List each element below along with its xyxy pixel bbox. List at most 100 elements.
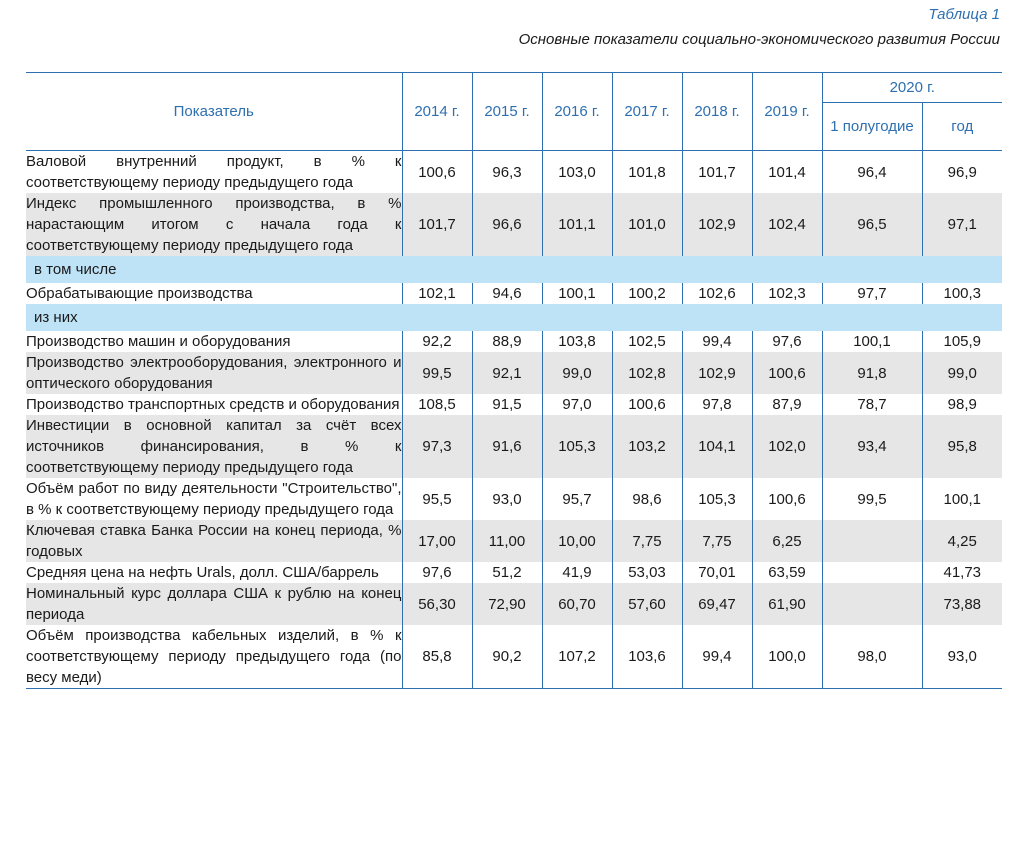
table-row: Индекс промышленного производства, в % н… [26,193,1003,256]
value-cell: 108,5 [401,394,472,415]
header-year: 2019 г. [751,72,822,151]
value-cell: 102,9 [681,193,752,256]
value-cell: 97,6 [401,562,472,583]
value-cell: 102,5 [611,331,682,352]
value-cell: 95,7 [541,478,612,520]
value-cell: 17,00 [401,520,472,562]
value-cell: 97,1 [921,193,1003,256]
value-cell: 10,00 [541,520,612,562]
value-cell: 102,4 [751,193,822,256]
table-title: Основные показатели социально-экономичес… [518,31,1000,48]
header-half-year: 1 полугодие [821,102,922,151]
value-cell: 4,25 [921,520,1003,562]
value-cell: 100,6 [401,150,472,193]
header-year: 2018 г. [681,72,752,151]
table-row: Средняя цена на нефть Urals, долл. США/б… [26,562,1003,583]
value-cell: 105,3 [541,415,612,478]
value-cell: 102,8 [611,352,682,394]
indicator-label: Инвестиции в основной капитал за счёт вс… [26,415,402,478]
value-cell: 60,70 [541,583,612,625]
value-cell: 98,6 [611,478,682,520]
value-cell: 100,6 [751,478,822,520]
value-cell: 69,47 [681,583,752,625]
table-row: Инвестиции в основной капитал за счёт вс… [26,415,1003,478]
value-cell: 101,8 [611,150,682,193]
value-cell: 11,00 [471,520,542,562]
table-row: Обрабатывающие производства 102,1 94,6 100,… [26,283,1003,304]
header-indicator: Показатель [26,72,402,151]
value-cell: 95,5 [401,478,472,520]
value-cell: 107,2 [541,625,612,689]
table-row: Объём работ по виду деятельности "Строит… [26,478,1003,520]
value-cell: 103,2 [611,415,682,478]
header-year: 2015 г. [471,72,542,151]
value-cell: 100,3 [921,283,1003,304]
header-2020-group: 2020 г. [821,72,1003,103]
header-full-year: год [921,102,1003,151]
value-cell: 102,1 [401,283,472,304]
value-cell: 91,6 [471,415,542,478]
value-cell: 101,7 [401,193,472,256]
value-cell: 93,0 [471,478,542,520]
value-cell: 93,0 [921,625,1003,689]
value-cell: 105,3 [681,478,752,520]
value-cell: 97,3 [401,415,472,478]
value-cell: 101,4 [751,150,822,193]
value-cell: 87,9 [751,394,822,415]
value-cell: 99,4 [681,625,752,689]
value-cell: 57,60 [611,583,682,625]
value-cell: 98,0 [821,625,922,689]
table-row: Объём производства кабельных изделий, в … [26,625,1003,689]
value-cell: 99,4 [681,331,752,352]
indicator-label: Валовой внутренний продукт, в % к соотве… [26,153,402,191]
value-cell: 100,0 [751,625,822,689]
value-cell [821,520,922,562]
value-cell: 101,7 [681,150,752,193]
value-cell: 6,25 [751,520,822,562]
value-cell: 99,5 [401,352,472,394]
value-cell: 73,88 [921,583,1003,625]
value-cell: 102,6 [681,283,752,304]
value-cell: 105,9 [921,331,1003,352]
value-cell: 104,1 [681,415,752,478]
value-cell: 101,1 [541,193,612,256]
indicator-label: Средняя цена на нефть Urals, долл. США/б… [26,564,379,581]
value-cell: 100,1 [541,283,612,304]
value-cell: 97,6 [751,331,822,352]
value-cell: 100,1 [921,478,1003,520]
value-cell: 63,59 [751,562,822,583]
value-cell: 41,9 [541,562,612,583]
table-row: Производство электрооборудования, электр… [26,352,1003,394]
value-cell: 61,90 [751,583,822,625]
value-cell: 88,9 [471,331,542,352]
section-row: в том числе [26,256,1003,283]
value-cell: 102,0 [751,415,822,478]
value-cell: 95,8 [921,415,1003,478]
value-cell: 53,03 [611,562,682,583]
value-cell: 101,0 [611,193,682,256]
section-row: из них [26,304,1003,331]
value-cell: 92,2 [401,331,472,352]
value-cell: 100,6 [751,352,822,394]
value-cell: 94,6 [471,283,542,304]
value-cell: 51,2 [471,562,542,583]
table-number: Таблица 1 [928,6,1000,23]
value-cell: 91,8 [821,352,922,394]
value-cell: 7,75 [681,520,752,562]
indicator-label: Индекс промышленного производства, в % н… [26,193,402,256]
value-cell: 97,7 [821,283,922,304]
table-row: Производство машин и оборудования 92,2 88,… [26,331,1003,352]
value-cell [821,583,922,625]
value-cell: 90,2 [471,625,542,689]
indicator-label: Производство машин и оборудования [26,333,291,350]
header-year: 2016 г. [541,72,612,151]
value-cell: 103,0 [541,150,612,193]
table-body: Валовой внутренний продукт, в % к соотве… [26,150,1003,689]
value-cell: 100,1 [821,331,922,352]
value-cell: 70,01 [681,562,752,583]
value-cell: 96,5 [821,193,922,256]
value-cell: 97,8 [681,394,752,415]
value-cell: 41,73 [921,562,1003,583]
indicator-label: Обрабатывающие производства [26,285,253,302]
header-year: 2014 г. [401,72,472,151]
